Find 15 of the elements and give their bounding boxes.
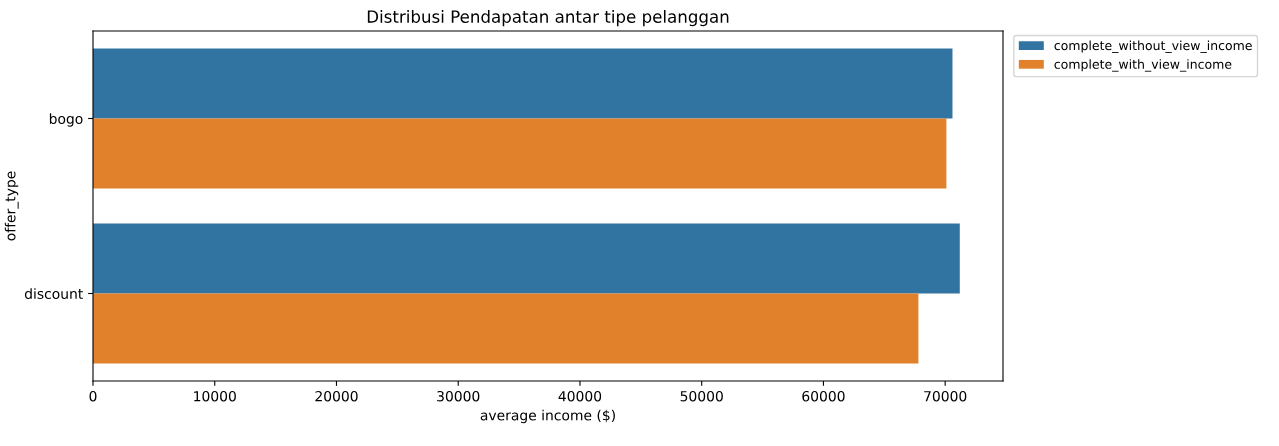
y-tick-label: bogo [49,113,83,127]
x-tick-label: 40000 [558,390,602,402]
x-tick-label: 70000 [924,390,967,402]
y-axis-title: offer_type [4,171,19,241]
chart-title: Distribusi Pendapatan antar tipe pelanggan [367,10,729,27]
x-tick-label: 0 [89,390,97,402]
x-tick-label: 60000 [802,390,845,402]
y-tick-label: discount [24,288,83,299]
legend-label: complete_with_view_income [1054,59,1232,72]
x-tick-label: 30000 [437,390,480,402]
legend-label: complete_without_view_income [1054,40,1252,53]
x-tick-label: 10000 [194,390,236,402]
x-tick-label: 50000 [680,390,723,402]
x-axis-title: average income ($) [480,409,615,424]
x-tick-label: 20000 [315,390,358,402]
